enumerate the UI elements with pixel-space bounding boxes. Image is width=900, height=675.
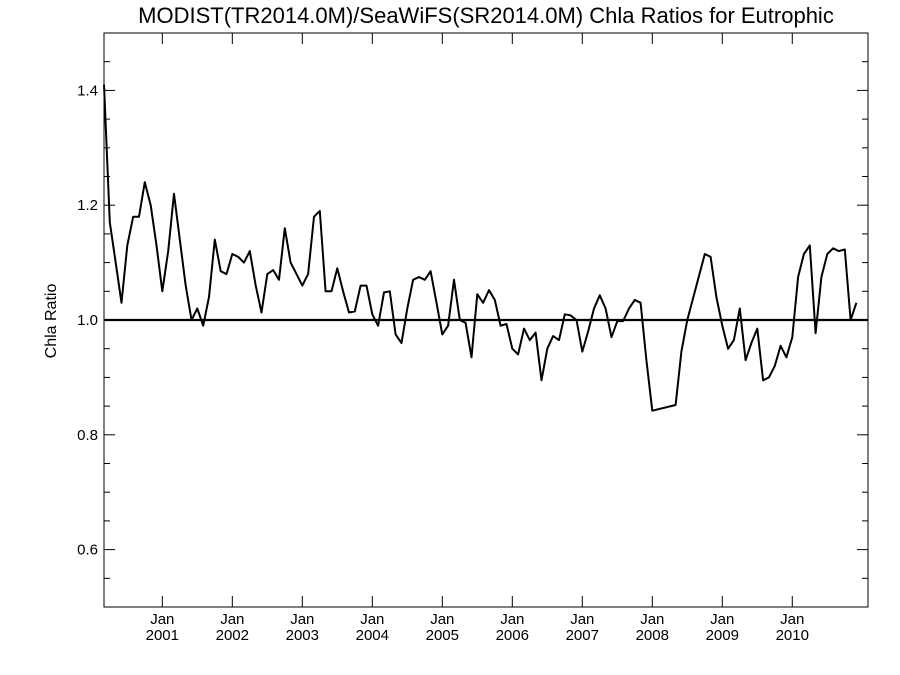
y-tick-label: 1.0 — [77, 312, 98, 329]
x-tick-label-year: 2006 — [496, 627, 529, 644]
x-tick-label-month: Jan — [360, 611, 384, 628]
y-axis-ticks: 0.6 0.8 1.0 1.2 1.4 — [77, 61, 868, 579]
x-tick-label-month: Jan — [710, 611, 734, 628]
x-tick-label-month: Jan — [150, 611, 174, 628]
chart-title: MODIST(TR2014.0M)/SeaWiFS(SR2014.0M) Chl… — [138, 3, 834, 28]
series-line — [103, 84, 858, 412]
x-tick-label-year: 2003 — [286, 627, 319, 644]
y-tick-label: 1.4 — [77, 82, 98, 99]
x-tick-label-year: 2008 — [636, 627, 669, 644]
x-tick-label-year: 2009 — [706, 627, 739, 644]
x-tick-label-month: Jan — [780, 611, 804, 628]
x-axis-ticks: Jan2001Jan2002Jan2003Jan2004Jan2005Jan20… — [146, 33, 809, 644]
x-tick-label-year: 2005 — [426, 627, 459, 644]
y-tick-label: 0.6 — [77, 542, 98, 559]
x-tick-label-month: Jan — [430, 611, 454, 628]
x-tick-label-month: Jan — [290, 611, 314, 628]
x-tick-label-year: 2004 — [356, 627, 389, 644]
x-tick-label-year: 2001 — [146, 627, 179, 644]
x-tick-label-year: 2002 — [216, 627, 249, 644]
x-tick-label-month: Jan — [500, 611, 524, 628]
x-tick-label-year: 2010 — [776, 627, 809, 644]
x-tick-label-month: Jan — [220, 611, 244, 628]
y-tick-label: 1.2 — [77, 197, 98, 214]
x-tick-label-month: Jan — [640, 611, 664, 628]
y-axis-title: Chla Ratio — [43, 284, 60, 359]
x-tick-label-month: Jan — [570, 611, 594, 628]
y-tick-label: 0.8 — [77, 427, 98, 444]
x-tick-label-year: 2007 — [566, 627, 599, 644]
